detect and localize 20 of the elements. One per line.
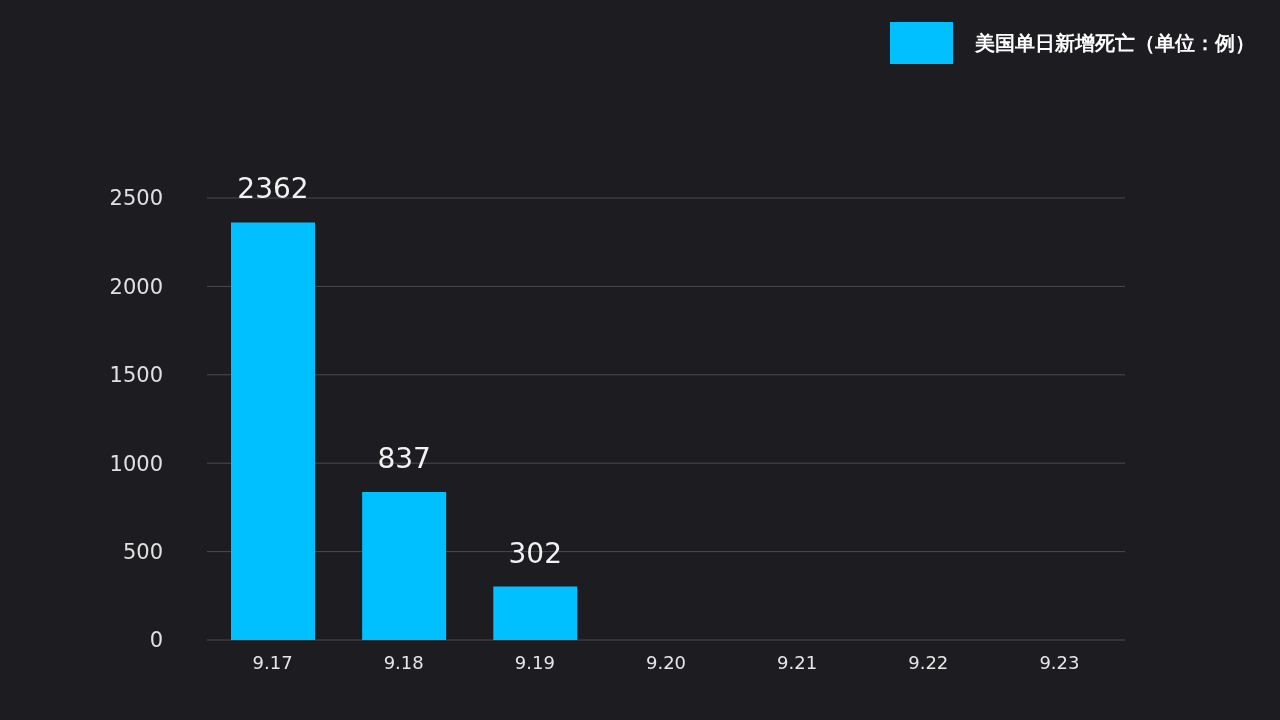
x-tick-label: 9.17 xyxy=(252,651,293,673)
bar xyxy=(362,492,447,640)
x-tick-label: 9.21 xyxy=(777,651,818,673)
data-label: 837 xyxy=(377,442,431,476)
y-tick-label: 2000 xyxy=(109,274,163,299)
y-tick-label: 2500 xyxy=(109,186,163,211)
x-tick-label: 9.19 xyxy=(514,651,555,673)
x-tick-label: 9.22 xyxy=(908,651,949,673)
bar xyxy=(231,222,315,640)
bar xyxy=(493,586,578,640)
legend-label: 美国单日新增死亡（单位：例） xyxy=(975,29,1255,57)
y-tick-label: 0 xyxy=(149,628,163,653)
y-tick-label: 500 xyxy=(122,540,163,565)
y-tick-label: 1500 xyxy=(109,363,163,388)
x-tick-label: 9.23 xyxy=(1039,651,1080,673)
x-tick-label: 9.18 xyxy=(383,651,424,673)
y-tick-label: 1000 xyxy=(109,451,163,476)
x-tick-label: 9.20 xyxy=(645,651,687,673)
data-label: 2362 xyxy=(237,172,309,206)
data-label: 302 xyxy=(508,536,563,570)
